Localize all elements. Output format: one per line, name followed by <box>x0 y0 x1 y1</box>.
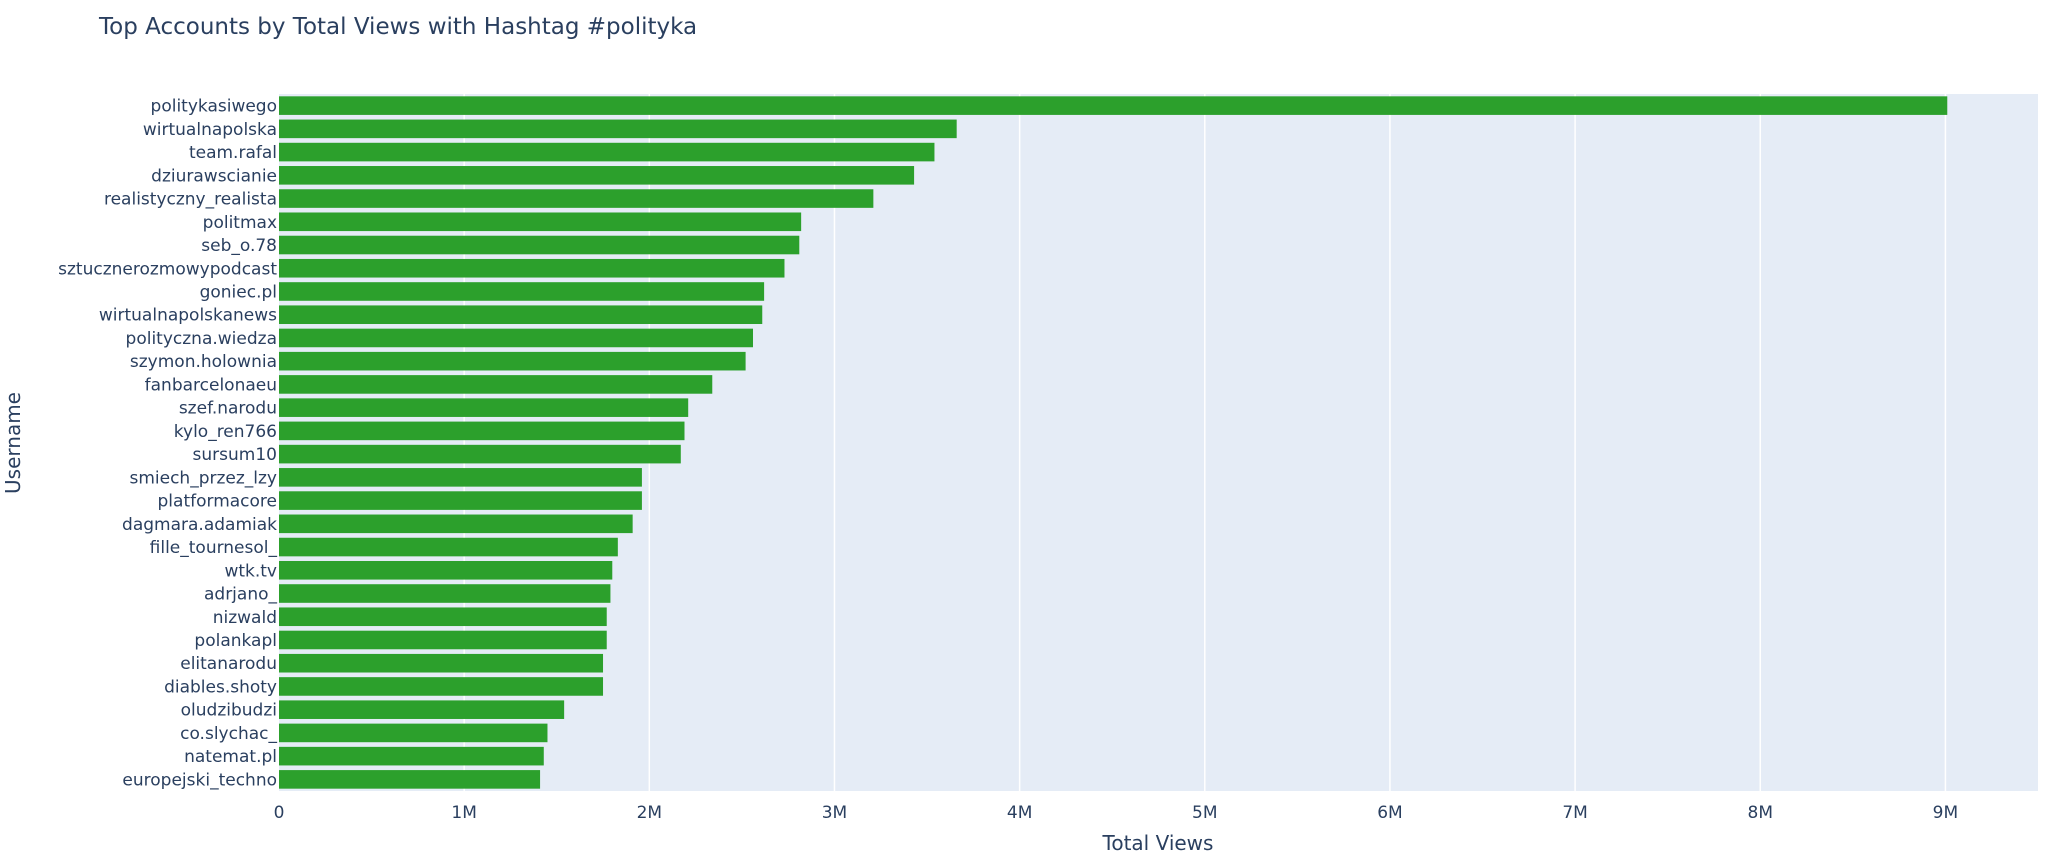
y-tick-label: dagmara.adamiak <box>122 515 277 535</box>
x-axis-title: Total Views <box>1102 831 1214 852</box>
bar[interactable] <box>279 700 565 719</box>
y-tick-label: dziurawscianie <box>151 166 277 186</box>
y-tick-label: team.rafal <box>189 143 277 163</box>
y-tick-label: szymon.holownia <box>130 352 277 372</box>
x-tick-label: 3M <box>822 803 847 823</box>
bar[interactable] <box>279 607 607 627</box>
y-tick-label: oludzibudzi <box>181 701 277 721</box>
bar[interactable] <box>279 351 746 371</box>
bar[interactable] <box>279 584 611 603</box>
bar[interactable] <box>279 677 604 696</box>
bar[interactable] <box>279 96 1948 115</box>
bar[interactable] <box>279 723 548 743</box>
y-tick-label: szef.narodu <box>179 399 277 419</box>
bar[interactable] <box>279 119 957 139</box>
y-tick-label: fille_tournesol_ <box>150 538 278 558</box>
y-tick-label: polankapl <box>194 631 277 651</box>
bar[interactable] <box>279 305 763 325</box>
bars <box>279 96 1948 789</box>
bar[interactable] <box>279 421 685 441</box>
x-tick-label: 2M <box>637 803 662 823</box>
y-tick-label: adrjano_ <box>204 585 278 605</box>
grid-lines <box>463 94 1947 791</box>
y-tick-label: seb_o.78 <box>201 236 277 256</box>
bar[interactable] <box>279 142 935 162</box>
y-tick-label: politmax <box>203 213 277 233</box>
y-tick-label: kylo_ren766 <box>174 422 277 442</box>
x-tick-label: 8M <box>1748 803 1773 823</box>
y-tick-label: smiech_przez_lzy <box>129 468 277 488</box>
bar[interactable] <box>279 166 915 185</box>
y-tick-label: europejski_techno <box>122 770 277 790</box>
x-tick-label: 0 <box>274 803 285 823</box>
bar[interactable] <box>279 746 544 766</box>
y-tick-label: wirtualnapolska <box>143 120 277 140</box>
x-tick-label: 7M <box>1562 803 1587 823</box>
y-tick-label: co.slychac_ <box>180 724 277 744</box>
bar[interactable] <box>279 770 541 789</box>
x-tick-label: 4M <box>1007 803 1032 823</box>
bar[interactable] <box>279 189 874 208</box>
y-tick-label: politykasiwego <box>151 97 277 117</box>
x-tick-label: 9M <box>1933 803 1958 823</box>
bar[interactable] <box>279 235 800 255</box>
y-axis-title: Username <box>1 392 25 494</box>
y-tick-label: elitanarodu <box>180 654 277 674</box>
y-tick-label: wtk.tv <box>224 561 277 581</box>
y-tick-label: wirtualnapolskanews <box>99 306 277 326</box>
y-tick-label: natemat.pl <box>184 747 277 767</box>
chart-title: Top Accounts by Total Views with Hashtag… <box>98 14 697 40</box>
bar[interactable] <box>279 375 713 394</box>
bar[interactable] <box>279 444 681 464</box>
bar[interactable] <box>279 212 802 232</box>
bar[interactable] <box>279 282 765 301</box>
bar[interactable] <box>279 491 642 510</box>
bar[interactable] <box>279 514 633 534</box>
y-tick-label: fanbarcelonaeu <box>145 375 277 395</box>
y-tick-label: sursum10 <box>193 445 277 465</box>
y-tick-labels: politykasiwego wirtualnapolska team.rafal d… <box>58 97 277 791</box>
x-tick-label: 6M <box>1377 803 1402 823</box>
bar[interactable] <box>279 398 689 417</box>
bar[interactable] <box>279 537 618 557</box>
bar[interactable] <box>279 258 785 278</box>
y-tick-label: goniec.pl <box>200 282 277 302</box>
y-tick-label: platformacore <box>158 492 277 512</box>
y-tick-label: realistyczny_realista <box>104 190 277 210</box>
x-tick-label: 1M <box>451 803 476 823</box>
bar[interactable] <box>279 630 607 650</box>
bar[interactable] <box>279 468 642 487</box>
bar[interactable] <box>279 328 754 348</box>
bar[interactable] <box>279 653 604 673</box>
x-tick-labels: 0 1M 2M 3M 4M 5M 6M 7M 8M 9M <box>274 803 1959 823</box>
y-tick-label: nizwald <box>213 608 277 628</box>
plot-area <box>279 94 2038 791</box>
y-tick-label: diables.shoty <box>164 677 277 697</box>
y-tick-label: sztucznerozmowypodcast <box>58 259 277 279</box>
x-tick-label: 5M <box>1192 803 1217 823</box>
bar[interactable] <box>279 560 613 580</box>
y-tick-label: polityczna.wiedza <box>126 329 277 349</box>
